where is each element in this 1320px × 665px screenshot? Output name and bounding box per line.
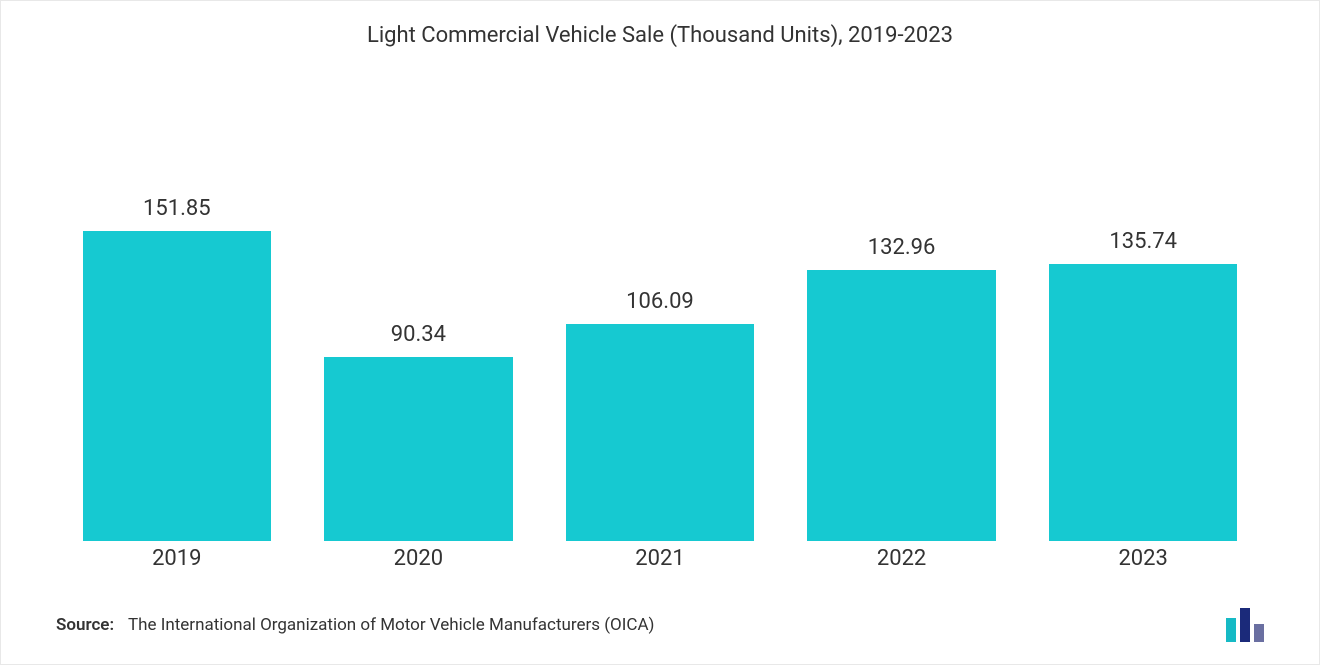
source-value: The International Organization of Motor … bbox=[128, 615, 654, 635]
logo-bar-icon bbox=[1254, 624, 1264, 642]
bar bbox=[324, 357, 512, 541]
x-axis: 2019 2020 2021 2022 2023 bbox=[56, 546, 1264, 571]
x-axis-label: 2023 bbox=[1022, 546, 1264, 571]
x-axis-label: 2020 bbox=[298, 546, 540, 571]
x-axis-label: 2019 bbox=[56, 546, 298, 571]
logo-bar-icon bbox=[1240, 608, 1250, 642]
x-axis-label: 2022 bbox=[781, 546, 1023, 571]
bar-value-label: 90.34 bbox=[391, 322, 446, 347]
bar bbox=[83, 231, 271, 541]
bar bbox=[807, 270, 995, 541]
bar-group: 106.09 bbox=[539, 141, 781, 541]
bar-value-label: 132.96 bbox=[868, 235, 936, 260]
source-text: Source: The International Organization o… bbox=[56, 615, 654, 635]
bar-group: 135.74 bbox=[1022, 141, 1264, 541]
logo-bar-icon bbox=[1226, 618, 1236, 642]
bar-value-label: 106.09 bbox=[626, 289, 694, 314]
bar-value-label: 135.74 bbox=[1109, 229, 1177, 254]
bar-value-label: 151.85 bbox=[143, 196, 211, 221]
bar-group: 132.96 bbox=[781, 141, 1023, 541]
source-row: Source: The International Organization o… bbox=[56, 608, 1264, 642]
brand-logo-icon bbox=[1226, 608, 1264, 642]
bar-group: 90.34 bbox=[298, 141, 540, 541]
bar bbox=[566, 324, 754, 541]
source-label: Source: bbox=[56, 615, 114, 635]
chart-plot-area: 151.85 90.34 106.09 132.96 135.74 bbox=[56, 141, 1264, 541]
chart-title: Light Commercial Vehicle Sale (Thousand … bbox=[1, 1, 1319, 48]
x-axis-label: 2021 bbox=[539, 546, 781, 571]
bar bbox=[1049, 264, 1237, 541]
bar-group: 151.85 bbox=[56, 141, 298, 541]
